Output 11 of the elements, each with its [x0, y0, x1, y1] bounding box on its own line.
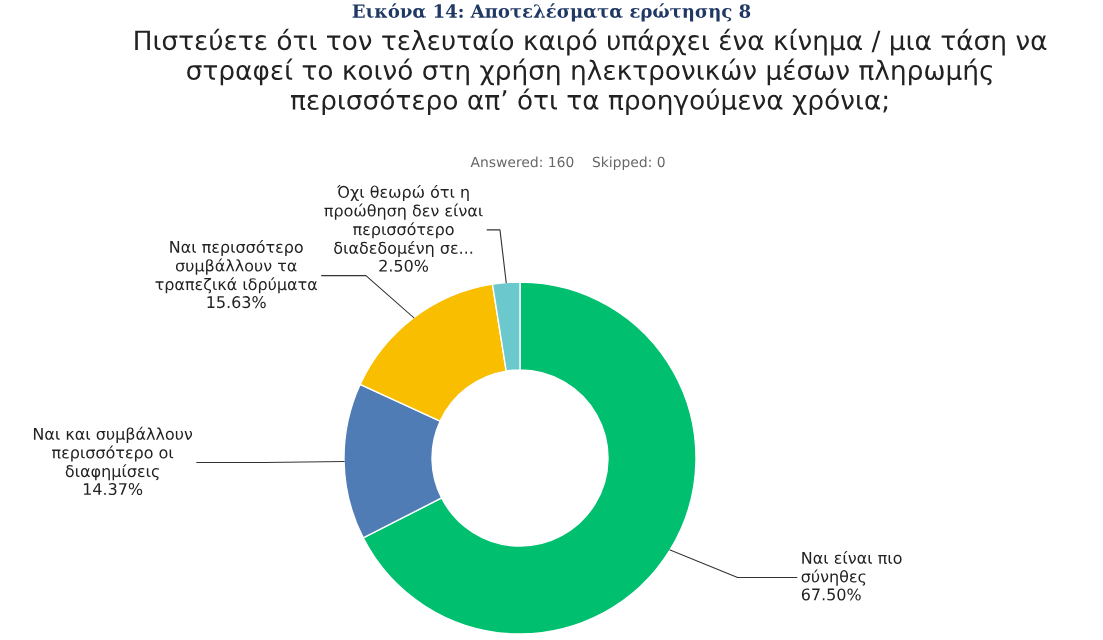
data-label: 15.63%: [207, 296, 266, 309]
data-label: 67.50%: [801, 588, 861, 601]
data-label: 14.37%: [83, 483, 143, 496]
chart-subtitle: Answered: 160 Skipped: 0: [470, 156, 665, 170]
slice-label: Όχι θεωρώ ότι η προώθηση δεν είναι περισσότερο διαδεδομένη σε...: [324, 184, 483, 257]
chart-title: Πιστεύετε ότι τον τελευταίο καιρό υπάρχει ένα κίνημα / μια τάση να στραφεί το κοινό στη χρήση ηλεκτρονικών μέσων πληρωμής περισσότερο απ’ ότι τα προηγούμενα χρόνια;: [135, 28, 1047, 115]
slice-label: Ναι περισσότερο συμβάλλουν τα τραπεζικά ιδρύματα: [155, 239, 317, 294]
slice-label: Ναι είναι πιο σύνηθες: [801, 550, 902, 586]
slice-label: Ναι και συμβάλλουν περισσότερο οι διαφημίσεις: [33, 426, 193, 481]
text: Εικόνα 14: Αποτελέσματα ερώτησης 8: [352, 3, 751, 22]
data-label: 2.50%: [379, 259, 429, 272]
